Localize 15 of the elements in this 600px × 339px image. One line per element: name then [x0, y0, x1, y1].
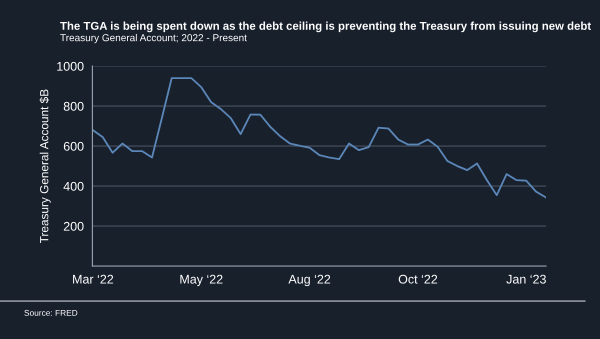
- y-tick-label: 800: [64, 102, 84, 111]
- source-note: Source: FRED: [24, 310, 78, 316]
- chart-subtitle: Treasury General Account; 2022 - Present: [60, 34, 247, 44]
- x-tick-label: Aug ‘22: [288, 274, 330, 286]
- y-axis-title: Treasury General Account $B: [40, 90, 51, 244]
- x-tick-label: Mar ‘22: [73, 274, 114, 284]
- y-tick-label: 600: [64, 142, 84, 151]
- y-tick-label: 200: [64, 222, 84, 231]
- line-series: [92, 77, 546, 198]
- chart-title: The TGA is being spent down as the debt ceiling is preventing the Treasury from issuing new debt: [60, 22, 591, 32]
- x-tick-label: Jan ‘23: [506, 274, 546, 284]
- x-tick-label: Oct ‘22: [398, 274, 438, 284]
- y-tick-label: 1000: [57, 62, 84, 71]
- y-tick-label: 400: [64, 182, 84, 191]
- x-tick-label: May ‘22: [180, 274, 222, 286]
